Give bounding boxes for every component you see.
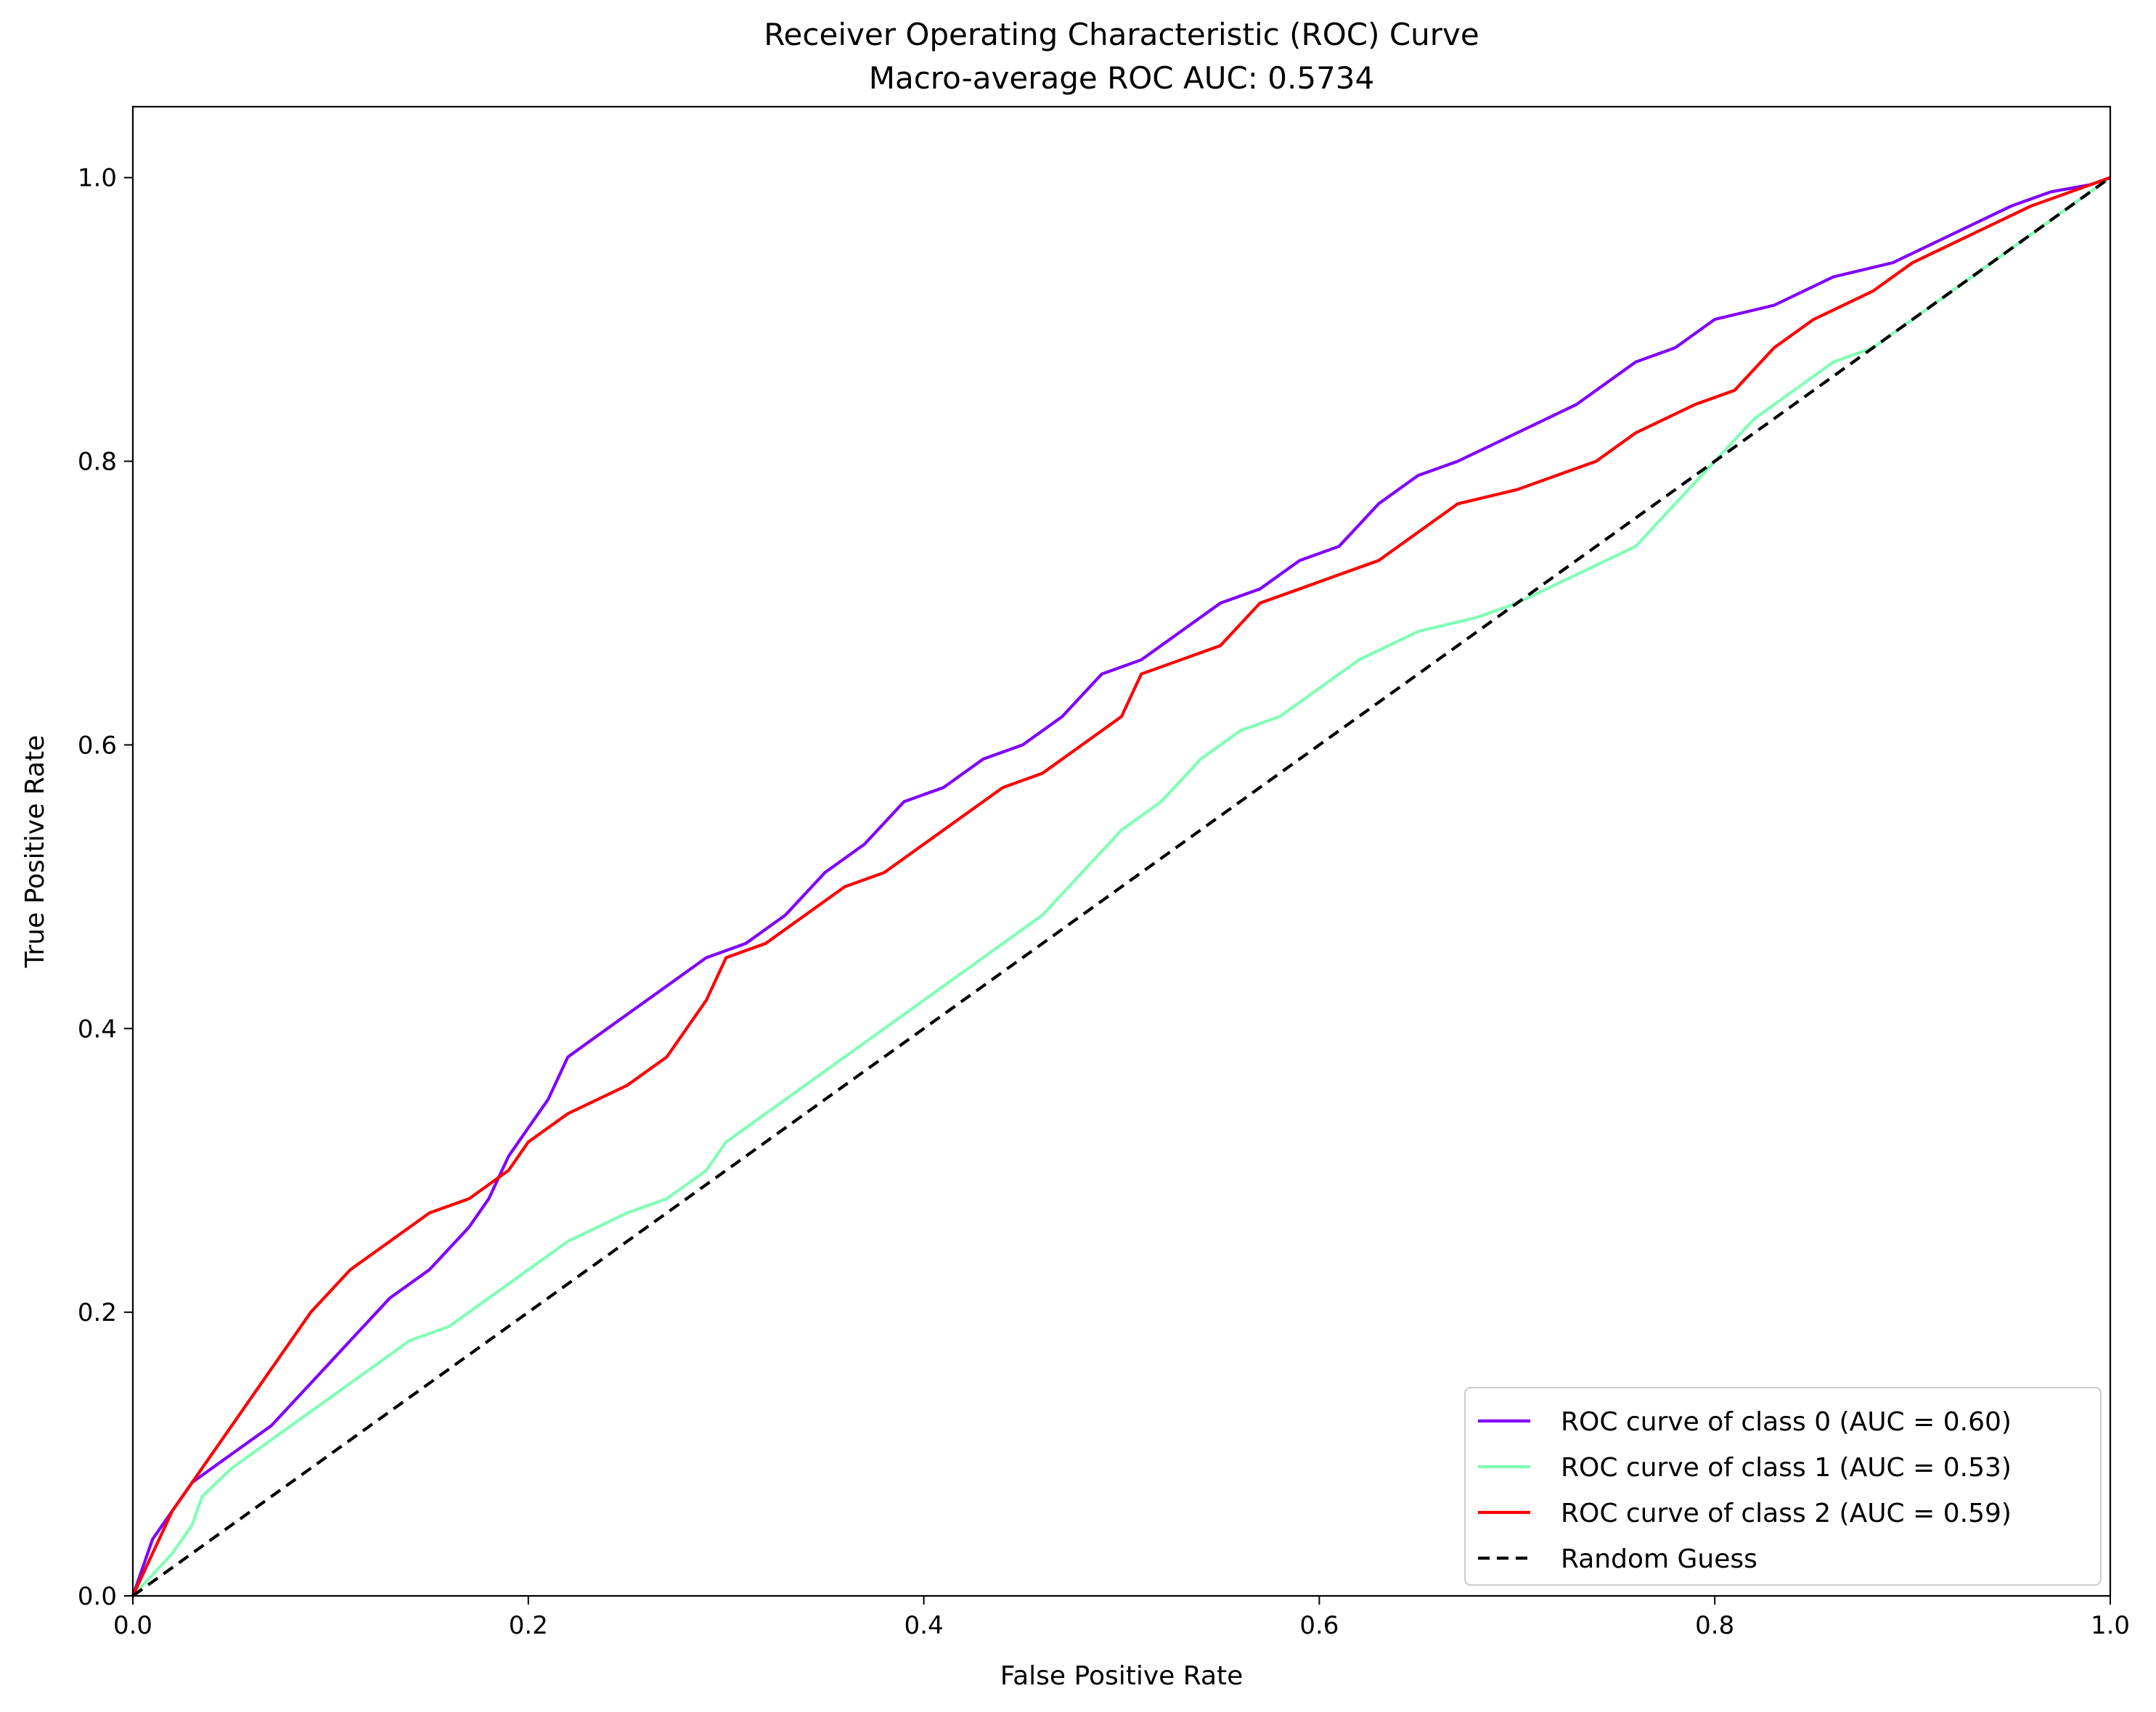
x-axis-ticks: 0.0 0.2 0.4 0.6 0.8 1.0: [113, 1596, 2130, 1640]
legend-box: [1464, 1387, 2102, 1586]
x-tick-label-5: 1.0: [2091, 1611, 2130, 1640]
y-axis-ticks: 0.0 0.2 0.4 0.6 0.8 1.0: [78, 164, 133, 1611]
series-line-1: [131, 176, 2112, 1597]
y-tick-label-0: 0.0: [78, 1582, 117, 1611]
chart-title: Receiver Operating Characteristic (ROC) …: [764, 17, 1479, 52]
legend-label-0: ROC curve of class 0 (AUC = 0.60): [1561, 1407, 2012, 1437]
plot-area: [131, 105, 2112, 1597]
y-tick-label-2: 0.4: [78, 1015, 117, 1044]
series-layer: [131, 176, 2112, 1597]
x-tick-label-4: 0.8: [1695, 1611, 1734, 1640]
x-tick-label-1: 0.2: [509, 1611, 548, 1640]
legend-label-2: ROC curve of class 2 (AUC = 0.59): [1561, 1499, 2012, 1528]
y-tick-label-3: 0.6: [78, 731, 117, 760]
legend-label-1: ROC curve of class 1 (AUC = 0.53): [1561, 1453, 2012, 1483]
series-line-0: [131, 176, 2111, 1597]
series-line-2: [131, 176, 2111, 1597]
y-tick-label-5: 1.0: [78, 164, 117, 193]
y-tick-label-1: 0.2: [78, 1298, 117, 1327]
x-tick-label-3: 0.6: [1299, 1611, 1339, 1640]
series-line-3: [131, 176, 2112, 1597]
y-tick-label-4: 0.8: [78, 448, 117, 477]
y-axis-label: True Positive Rate: [20, 735, 50, 969]
x-tick-label-0: 0.0: [113, 1611, 152, 1640]
legend-label-3: Random Guess: [1561, 1544, 1757, 1574]
legend-items: ROC curve of class 0 (AUC = 0.60) ROC cur…: [1478, 1407, 2012, 1574]
x-tick-label-2: 0.4: [905, 1611, 944, 1640]
chart-subtitle: Macro-average ROC AUC: 0.5734: [869, 60, 1375, 96]
plot-frame: [131, 105, 2112, 1597]
legend: ROC curve of class 0 (AUC = 0.60) ROC cur…: [1464, 1387, 2102, 1586]
x-axis-label: False Positive Rate: [1000, 1661, 1244, 1691]
